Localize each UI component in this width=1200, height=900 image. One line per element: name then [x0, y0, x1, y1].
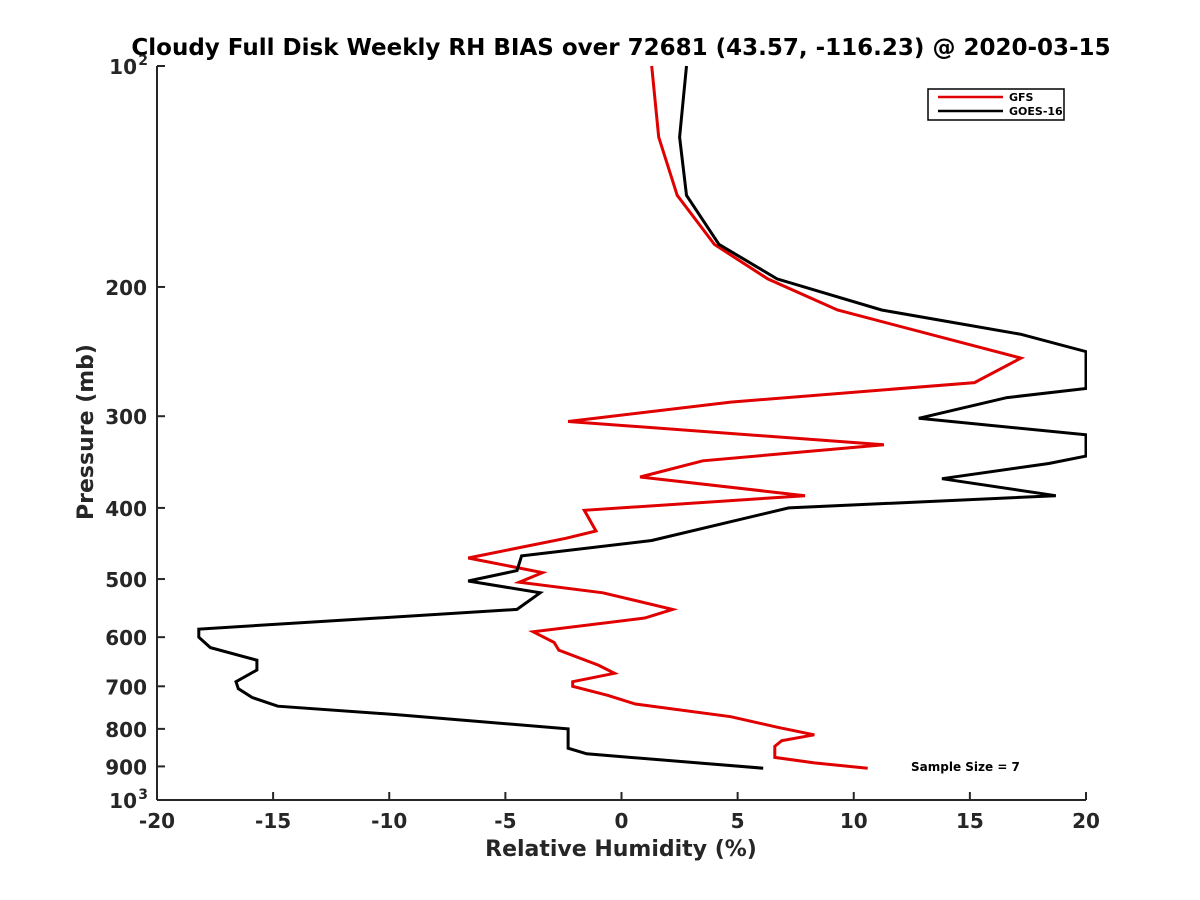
x-tick-label: 0 — [615, 809, 629, 833]
series-line-gfs — [467, 65, 1026, 770]
y-tick-label: 200 — [105, 276, 147, 300]
y-tick-label: 300 — [105, 405, 147, 429]
legend-label: GOES-16 — [1009, 105, 1063, 118]
x-tick-label: 20 — [1072, 809, 1100, 833]
x-tick-label: 10 — [840, 809, 868, 833]
series-line-goes-16 — [197, 65, 1087, 770]
x-tick-label: 15 — [956, 809, 984, 833]
legend-label: GFS — [1009, 91, 1034, 104]
plot-area — [156, 65, 1087, 801]
x-tick-label: 5 — [731, 809, 745, 833]
x-tick-label: -5 — [494, 809, 516, 833]
x-axis-label: Relative Humidity (%) — [485, 837, 757, 862]
y-tick-label: 900 — [105, 755, 147, 779]
chart-title: Cloudy Full Disk Weekly RH BIAS over 726… — [131, 35, 1110, 61]
y-tick-label: 10 — [109, 789, 137, 813]
y-tick-label: 600 — [105, 626, 147, 650]
y-tick-label: 400 — [105, 497, 147, 521]
y-tick-exponent: 3 — [138, 787, 148, 803]
y-tick-exponent: 2 — [138, 53, 148, 69]
y-tick-label: 800 — [105, 718, 147, 742]
y-axis-label: Pressure (mb) — [74, 344, 99, 520]
x-axis: -20 -15 -10 -5 0 5 10 15 20 — [139, 792, 1100, 833]
x-tick-label: -10 — [371, 809, 407, 833]
sample-size-annotation: Sample Size = 7 — [911, 760, 1020, 774]
legend-box — [927, 88, 1065, 121]
x-tick-label: -15 — [255, 809, 291, 833]
y-tick-label: 10 — [109, 55, 137, 79]
y-tick-label: 700 — [105, 675, 147, 699]
y-tick-label: 500 — [105, 568, 147, 592]
x-tick-label: -20 — [139, 809, 175, 833]
